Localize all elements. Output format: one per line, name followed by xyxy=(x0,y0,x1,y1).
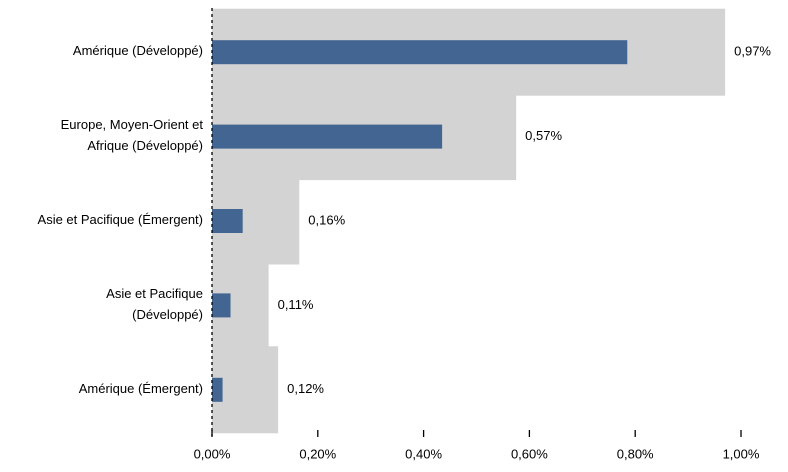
category-label: Amérique (Émergent) xyxy=(79,381,203,396)
foreground-bar xyxy=(212,377,223,402)
category-label: Amérique (Développé) xyxy=(73,44,203,59)
foreground-bars xyxy=(212,40,628,402)
value-label: 0,12% xyxy=(287,381,324,396)
category-label-line: (Développé) xyxy=(132,307,203,322)
axis xyxy=(211,8,742,437)
x-tick-label: 0,20% xyxy=(299,446,336,461)
category-label: Asie et Pacifique (Émergent) xyxy=(38,212,203,227)
value-label: 0,16% xyxy=(308,212,345,227)
x-tick-label: 0,40% xyxy=(405,446,442,461)
category-labels: Amérique (Développé) Europe, Moyen-Orient… xyxy=(38,44,204,397)
x-tick-label: 0,60% xyxy=(511,446,548,461)
foreground-bar xyxy=(212,293,231,318)
category-label-line: Asie et Pacifique (Émergent) xyxy=(38,212,203,227)
category-label-line: Europe, Moyen-Orient et xyxy=(61,118,204,133)
foreground-bar xyxy=(212,124,443,149)
x-tick-labels: 0,00% 0,20% 0,40% 0,60% 0,80% 1,00% xyxy=(194,446,760,461)
category-label: Asie et Pacifique (Développé) xyxy=(106,286,203,322)
foreground-bar xyxy=(212,209,243,233)
category-label-line: Amérique (Développé) xyxy=(73,44,203,59)
value-label: 0,97% xyxy=(734,44,771,59)
value-label: 0,11% xyxy=(278,297,314,312)
value-label: 0,57% xyxy=(525,128,562,143)
value-labels: 0,97% 0,57% 0,16% 0,11% 0,12% xyxy=(278,44,772,397)
x-tick-label: 1,00% xyxy=(723,446,760,461)
foreground-bar xyxy=(212,40,628,65)
category-label-line: Afrique (Développé) xyxy=(87,139,203,154)
category-label-line: Asie et Pacifique xyxy=(106,286,203,301)
category-label-line: Amérique (Émergent) xyxy=(79,381,203,396)
category-label: Europe, Moyen-Orient et Afrique (Développ… xyxy=(61,118,204,154)
background-bars xyxy=(212,8,726,434)
x-tick-label: 0,00% xyxy=(194,446,231,461)
x-tick-label: 0,80% xyxy=(617,446,654,461)
background-bar xyxy=(212,346,279,434)
